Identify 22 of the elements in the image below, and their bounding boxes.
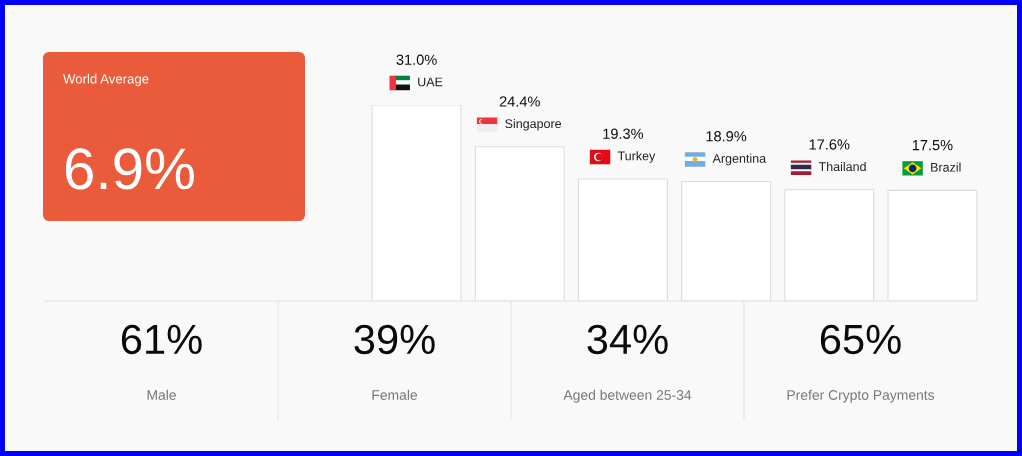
- x-tick-label: Turkey: [617, 151, 656, 163]
- data-label: 17.5%: [912, 140, 953, 151]
- data-label: 31.0%: [396, 54, 437, 65]
- text: 34%: [587, 324, 668, 355]
- text: World Average: [63, 73, 149, 87]
- text: 39%: [354, 324, 435, 355]
- data-label: 17.6%: [809, 139, 850, 150]
- data-label: 19.3%: [603, 128, 644, 139]
- data-label: 24.4%: [499, 96, 540, 107]
- text: 65%: [820, 324, 901, 355]
- x-tick-label: Brazil: [931, 162, 961, 172]
- category-label: Male: [147, 389, 176, 400]
- x-tick-label: Argentina: [712, 153, 767, 166]
- x-tick-label: Singapore: [505, 118, 562, 131]
- category-label: Aged between 25-34: [563, 389, 692, 403]
- x-tick-label: UAE: [418, 77, 443, 87]
- text: 61%: [121, 324, 202, 355]
- text: 6.9%: [65, 148, 194, 190]
- data-label: 18.9%: [706, 131, 747, 142]
- category-label: Female: [372, 389, 418, 400]
- x-tick-label: Thailand: [818, 161, 866, 172]
- category-label: Prefer Crypto Payments: [787, 389, 935, 403]
